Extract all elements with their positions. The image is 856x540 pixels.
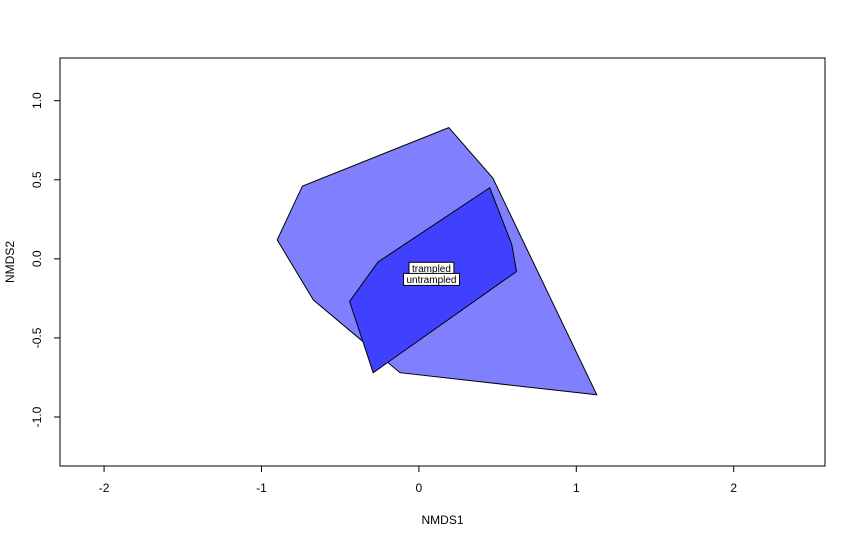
x-tick-label: -1	[256, 481, 267, 495]
y-tick-label: -1.0	[30, 406, 44, 427]
x-tick-label: 0	[416, 481, 423, 495]
hull-label-text: untrampled	[406, 275, 456, 286]
y-axis-title: NMDS2	[3, 241, 17, 283]
plot-frame	[59, 57, 826, 467]
hull-label-trampled: trampled	[408, 261, 455, 275]
y-tick-label: 0.0	[30, 250, 44, 267]
x-tick-label: -2	[99, 481, 110, 495]
hull-label-text: trampled	[412, 264, 451, 275]
y-axis: -1.0 -0.5 0.0 0.5 1.0	[30, 92, 60, 427]
hull-label-untrampled: untrampled	[403, 272, 460, 286]
x-tick-label: 1	[573, 481, 580, 495]
y-tick-label: -0.5	[30, 327, 44, 348]
y-tick-label: 0.5	[30, 171, 44, 188]
x-tick-label: 2	[730, 481, 737, 495]
hull-label-box	[403, 272, 460, 286]
y-tick-label: 1.0	[30, 92, 44, 109]
x-axis: -2 -1 0 1 2	[99, 466, 737, 495]
x-axis-title: NMDS1	[421, 513, 463, 527]
hull-layer	[276, 127, 598, 396]
